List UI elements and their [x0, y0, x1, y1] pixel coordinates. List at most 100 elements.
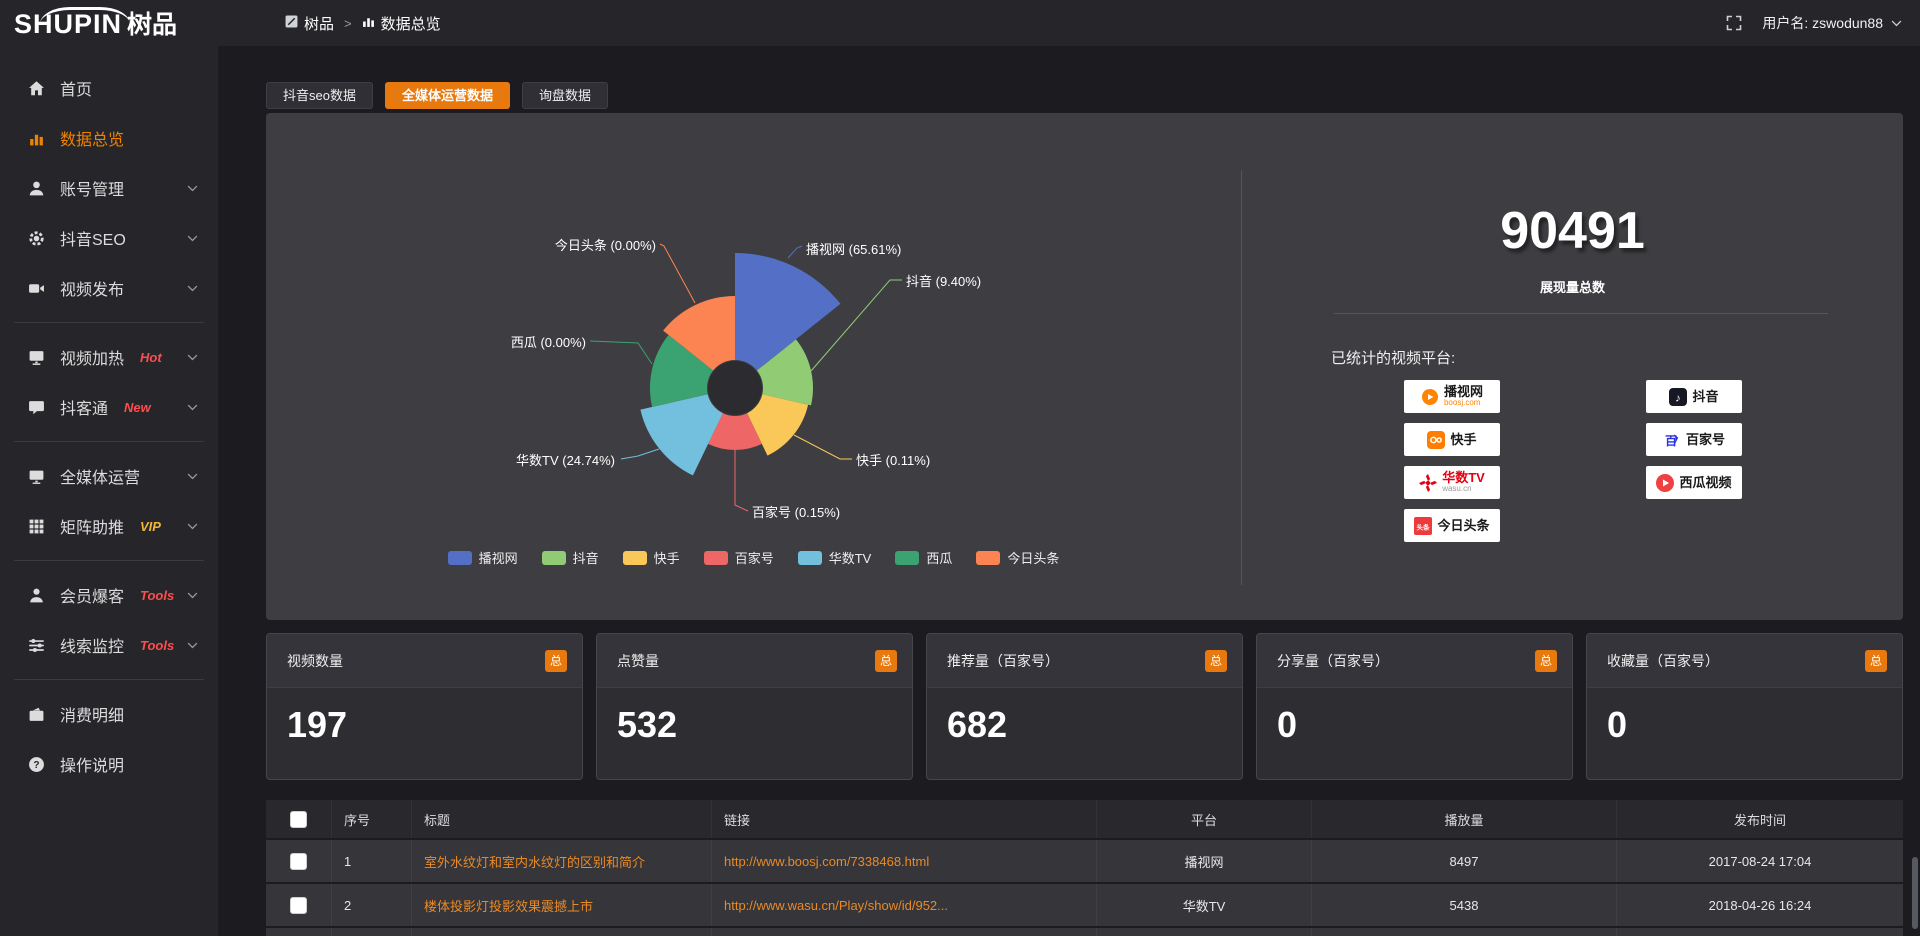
toutiao-logo-icon: 头条 [1414, 516, 1433, 535]
stat-card-2: 推荐量（百家号） 总 682 [926, 633, 1243, 780]
total-badge[interactable]: 总 [1865, 649, 1887, 672]
sidebar-item-2[interactable]: 账号管理 [0, 163, 218, 213]
tab-1[interactable]: 全媒体运营数据 [384, 82, 510, 109]
platform-sub: boosj.com [1443, 398, 1481, 408]
sidebar-item-10[interactable]: 线索监控 Tools [0, 620, 218, 670]
stat-card-title: 点赞量 [617, 652, 659, 669]
pie-label-line-4 [620, 448, 660, 460]
chevron-down-icon [187, 404, 198, 411]
baijiahao-logo-icon: 百 [1662, 430, 1681, 449]
sidebar-item-11[interactable]: 消费明细 [0, 689, 218, 739]
select-all-checkbox[interactable] [290, 810, 307, 828]
video-url-link[interactable]: http://www.boosj.com/7338468.html [724, 853, 930, 869]
sidebar-item-label: 矩阵助推 [60, 520, 125, 537]
sidebar-item-badge: Hot [140, 349, 162, 365]
pie-label-line-2 [793, 434, 852, 460]
platform-badge-kuaishou: 快手 [1404, 423, 1500, 456]
cell-time [1617, 928, 1903, 936]
legend-item-4[interactable]: 华数TV [797, 548, 871, 567]
legend-item-1[interactable]: 抖音 [541, 548, 599, 567]
scrollbar-thumb[interactable] [1912, 857, 1918, 929]
breadcrumb-root-label: 树品 [304, 15, 335, 33]
chat-icon [27, 398, 45, 416]
stat-card-value: 532 [617, 704, 678, 745]
sidebar-item-label: 账号管理 [60, 182, 125, 199]
pie-hole [708, 361, 762, 415]
platform-badge-wasu: 华数TV wasu.cn [1404, 466, 1500, 499]
tab-0[interactable]: 抖音seo数据 [266, 82, 373, 109]
total-badge[interactable]: 总 [545, 649, 567, 672]
stat-card-header: 收藏量（百家号） 总 [1587, 634, 1902, 688]
total-badge[interactable]: 总 [1535, 649, 1557, 672]
sidebar-item-7[interactable]: 全媒体运营 [0, 451, 218, 501]
row-select-cell [266, 928, 332, 936]
pie-slice-5[interactable] [649, 335, 714, 407]
platform-name: 西瓜视频 [1679, 474, 1732, 490]
legend-swatch [447, 550, 472, 565]
legend-item-3[interactable]: 百家号 [703, 548, 774, 567]
row-checkbox[interactable] [290, 852, 307, 870]
legend-item-2[interactable]: 快手 [622, 548, 680, 567]
legend-swatch [895, 550, 920, 565]
stat-card-title: 视频数量 [287, 652, 343, 669]
platform-name: 百家号 [1685, 431, 1725, 447]
total-badge[interactable]: 总 [1205, 649, 1227, 672]
pie-slice-1[interactable] [756, 339, 813, 406]
sidebar-item-label: 抖客通 [60, 401, 109, 418]
sidebar-item-9[interactable]: 会员爆客 Tools [0, 570, 218, 620]
legend-item-6[interactable]: 今日头条 [976, 548, 1059, 567]
pie-label-line-1 [810, 279, 902, 372]
platforms-column-right: ♪ 抖音百百家号 西瓜视频 [1646, 380, 1742, 509]
pie-slice-0[interactable] [735, 253, 841, 371]
sidebar-item-label: 消费明细 [60, 708, 125, 725]
svg-text:♪: ♪ [1676, 392, 1682, 404]
pie-slice-6[interactable] [663, 296, 735, 371]
sidebar-item-1[interactable]: 数据总览 [0, 113, 218, 163]
sidebar-item-8[interactable]: 矩阵助推 VIP [0, 501, 218, 551]
stat-card-value: 197 [287, 704, 348, 745]
stat-card-title: 推荐量（百家号） [947, 652, 1059, 669]
video-url-link[interactable]: http://www.wasu.cn/Play/show/id/952... [724, 897, 948, 913]
legend-label: 抖音 [572, 551, 599, 566]
legend-item-5[interactable]: 西瓜 [895, 548, 952, 567]
pie-slice-4[interactable] [640, 394, 723, 476]
sidebar-item-3[interactable]: 抖音SEO [0, 213, 218, 263]
cell-platform [1097, 928, 1312, 936]
sidebar-item-5[interactable]: 视频加热 Hot [0, 332, 218, 382]
platform-sub: wasu.cn [1442, 484, 1472, 494]
table-row-1: 2 楼体投影灯投影效果震撼上市 http://www.wasu.cn/Play/sh… [266, 884, 1903, 926]
cell-num: 2 [332, 884, 412, 926]
app-square-icon [285, 15, 298, 32]
sidebar-item-label: 操作说明 [60, 758, 125, 775]
breadcrumb-current[interactable]: 数据总览 [362, 13, 441, 34]
sidebar-item-0[interactable]: 首页 [0, 63, 218, 113]
chevron-down-icon [187, 473, 198, 480]
breadcrumb-root[interactable]: 树品 [285, 13, 334, 34]
horizontal-divider [1334, 313, 1828, 314]
cell-title [412, 928, 712, 936]
legend-item-0[interactable]: 播视网 [447, 548, 518, 567]
username-label: 用户名: zswodun88 [1762, 15, 1883, 31]
legend-swatch [622, 550, 647, 565]
sidebar-item-6[interactable]: 抖客通 New [0, 382, 218, 432]
sidebar-divider [14, 322, 204, 323]
tab-2[interactable]: 询盘数据 [521, 82, 608, 109]
chevron-down-icon [187, 185, 198, 192]
fullscreen-icon[interactable] [1726, 15, 1742, 31]
sidebar-item-4[interactable]: 视频发布 [0, 263, 218, 313]
monitor-icon [27, 467, 45, 485]
pie-slice-2[interactable] [747, 394, 809, 456]
video-title-link[interactable]: 楼体投影灯投影效果震撼上市 [424, 898, 594, 914]
videos-table: 序号 标题 链接 平台 播放量 发布时间 1 室外水纹灯和室内水纹灯的区别和简介 http://… [266, 800, 1903, 936]
logo[interactable]: SHUPIN 树品 [0, 5, 218, 41]
stat-card-value: 682 [947, 704, 1008, 745]
row-checkbox[interactable] [290, 896, 307, 914]
user-menu[interactable]: 用户名: zswodun88 [1762, 13, 1902, 33]
platform-name: 快手 [1450, 431, 1477, 447]
sidebar-item-12[interactable]: ? 操作说明 [0, 739, 218, 789]
total-badge[interactable]: 总 [875, 649, 897, 672]
pie-slice-3[interactable] [708, 413, 762, 451]
stat-card-0: 视频数量 总 197 [266, 633, 583, 780]
video-title-link[interactable]: 室外水纹灯和室内水纹灯的区别和简介 [424, 854, 646, 870]
sidebar-menu: 首页 数据总览 账号管理 抖音SEO 视频发布 视频加热 Hot 抖客通 New 全媒体运营 矩阵助… [0, 63, 218, 789]
